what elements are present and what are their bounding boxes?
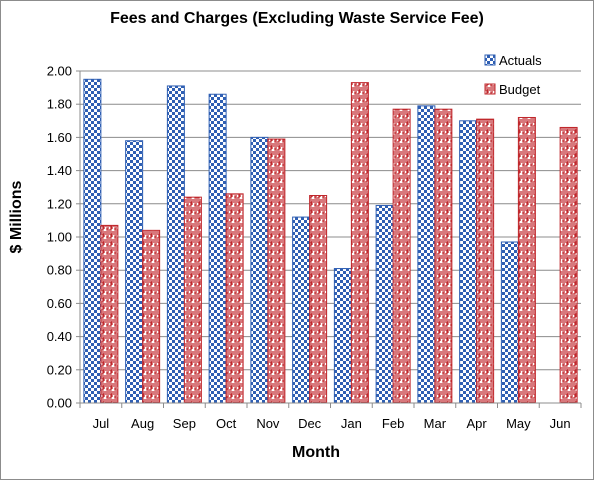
x-tick-label: Nov <box>256 416 280 431</box>
chart-title: Fees and Charges (Excluding Waste Servic… <box>110 10 484 27</box>
bar-budget-nov <box>267 138 286 404</box>
y-tick-label: 0.60 <box>47 296 72 311</box>
bar-actuals-feb <box>375 204 394 404</box>
x-axis-ticks: Jul Aug Sep Oct Nov Dec Jan Feb Mar Apr May Jun <box>79 403 582 431</box>
gridlines <box>76 70 581 404</box>
bar-budget-apr <box>476 118 495 404</box>
x-tick-label: Dec <box>298 416 322 431</box>
y-tick-label: 1.00 <box>47 230 72 245</box>
bar-budget-mar <box>434 108 453 404</box>
x-tick-label: Sep <box>173 416 196 431</box>
bar-budget-aug <box>142 229 161 404</box>
y-tick-label: 0.40 <box>47 329 72 344</box>
y-tick-label: 0.80 <box>47 263 72 278</box>
bar-actuals-aug <box>125 140 144 404</box>
x-tick-label: Aug <box>131 416 154 431</box>
x-tick-label: Mar <box>424 416 447 431</box>
x-tick-label: Jun <box>550 416 571 431</box>
bar-actuals-apr <box>459 120 478 404</box>
x-tick-label: Apr <box>467 416 488 431</box>
y-tick-label: 2.00 <box>47 64 72 79</box>
y-tick-label: 1.40 <box>47 163 72 178</box>
legend-label-budget: Budget <box>499 82 541 97</box>
x-tick-label: May <box>506 416 531 431</box>
y-axis-ticks: 0.00 0.20 0.40 0.60 0.80 1.00 1.20 1.40 1.60 1.80… <box>47 64 72 411</box>
x-axis-title: Month <box>292 444 340 461</box>
bar-budget-jul <box>100 224 119 404</box>
y-axis-title: $ Millions <box>8 180 25 253</box>
bar-actuals-oct <box>208 93 227 404</box>
x-tick-label: Jul <box>93 416 110 431</box>
bar-actuals-mar <box>417 105 436 404</box>
bar-actuals-may <box>500 241 519 404</box>
legend-swatch-budget <box>484 83 496 95</box>
bar-actuals-jan <box>333 268 352 404</box>
bar-budget-jan <box>350 82 369 404</box>
x-tick-label: Oct <box>216 416 237 431</box>
y-tick-label: 0.20 <box>47 362 72 377</box>
bar-budget-dec <box>309 195 328 404</box>
x-tick-label: Feb <box>382 416 404 431</box>
bar-actuals-dec <box>292 216 311 404</box>
y-tick-label: 0.00 <box>47 396 72 411</box>
bar-budget-jun <box>559 126 578 404</box>
bar-actuals-sep <box>166 85 185 404</box>
x-tick-label: Jan <box>341 416 362 431</box>
bars <box>83 78 578 404</box>
bar-budget-oct <box>225 193 244 404</box>
legend-swatch-actuals <box>484 54 496 66</box>
bar-budget-may <box>517 116 536 404</box>
bar-actuals-jul <box>83 78 102 404</box>
y-tick-label: 1.20 <box>47 196 72 211</box>
bar-budget-feb <box>392 108 411 404</box>
bar-budget-sep <box>183 196 202 404</box>
y-tick-label: 1.80 <box>47 97 72 112</box>
y-tick-label: 1.60 <box>47 130 72 145</box>
legend: Actuals Budget <box>484 53 542 97</box>
legend-label-actuals: Actuals <box>499 53 542 68</box>
bar-actuals-nov <box>250 136 269 404</box>
